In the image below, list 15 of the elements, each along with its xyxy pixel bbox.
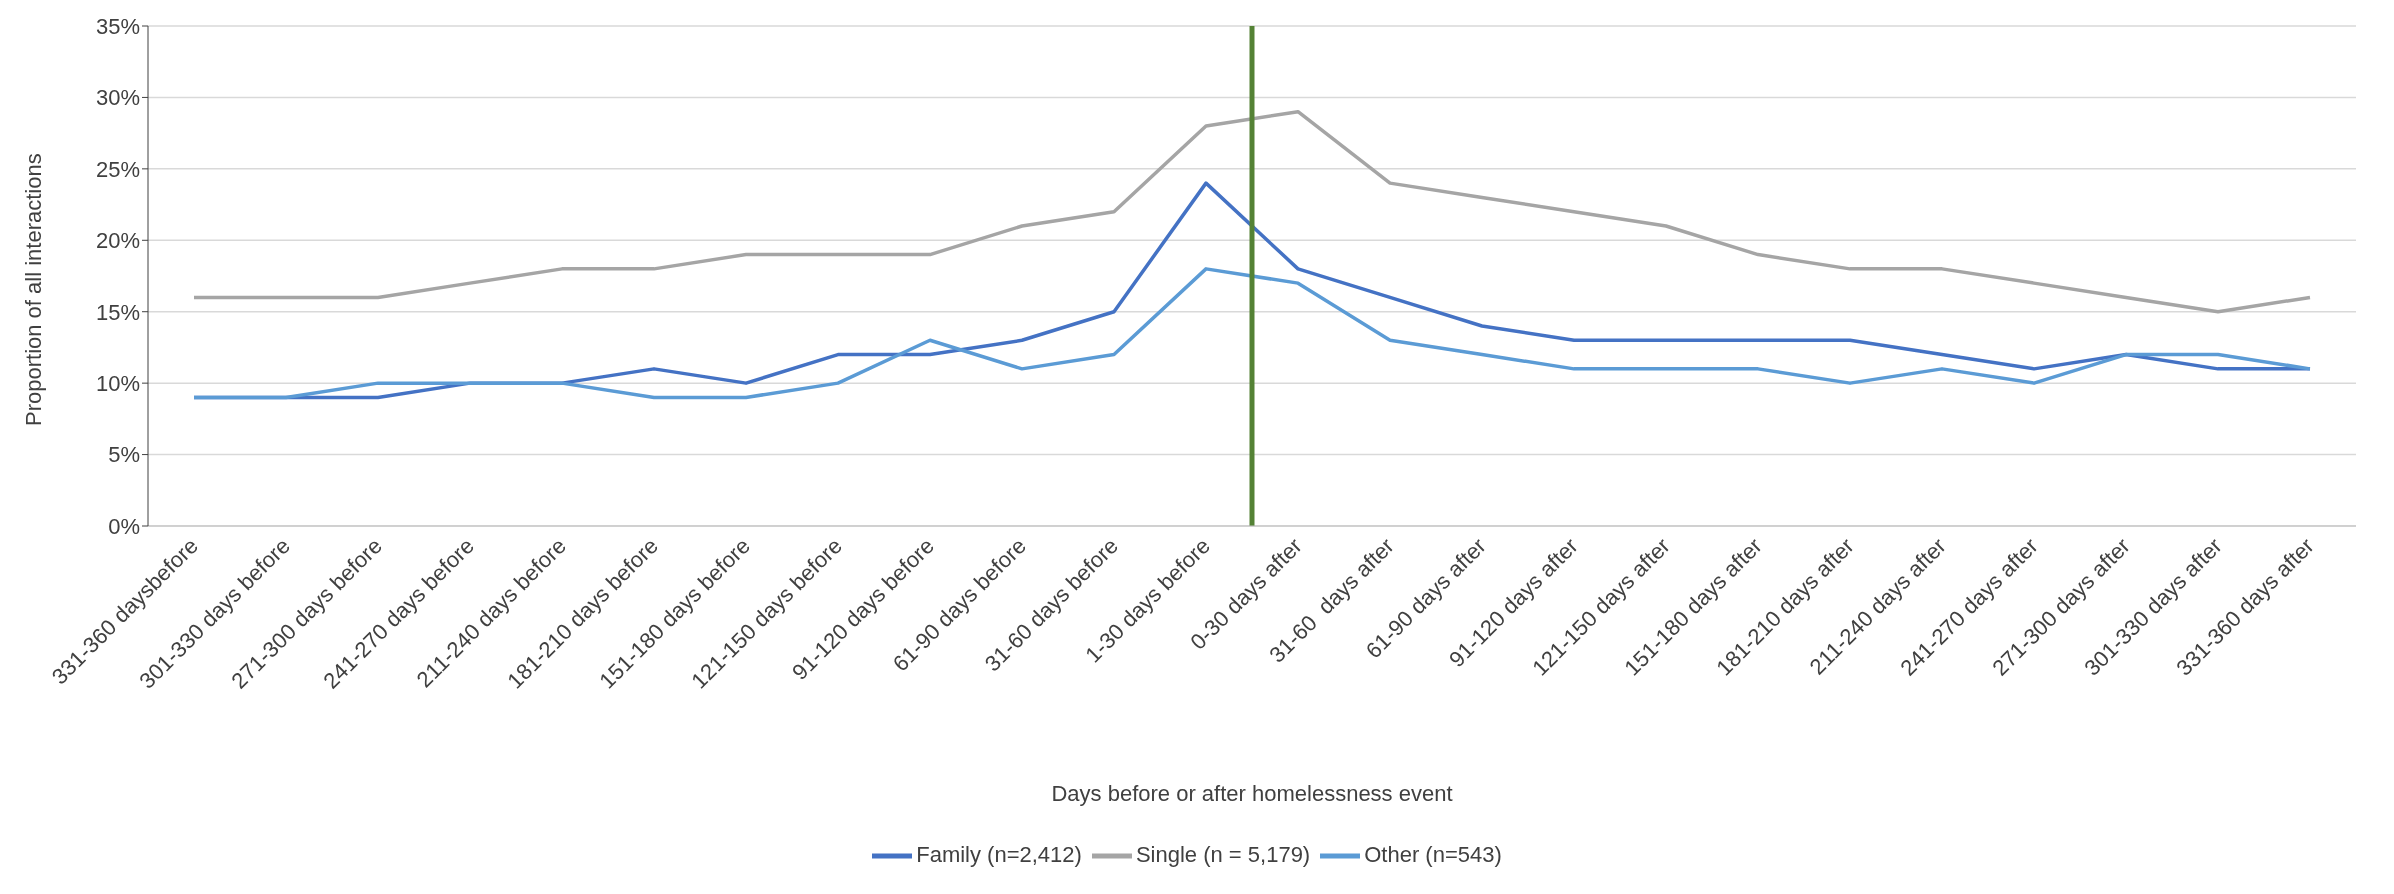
legend-label: Single (n = 5,179) bbox=[1135, 841, 1311, 867]
y-tick-label: 5% bbox=[108, 442, 140, 468]
legend-label: Family (n=2,412) bbox=[916, 841, 1082, 867]
line-series bbox=[192, 267, 2312, 400]
y-tick-label: 10% bbox=[95, 370, 140, 396]
x-axis-title: Days before or after homelessness event bbox=[1051, 781, 1453, 806]
y-tick-label: 20% bbox=[95, 228, 140, 254]
line-series bbox=[192, 109, 2312, 314]
legend-label: Other (n=543) bbox=[1364, 841, 1502, 867]
y-tick-label: 0% bbox=[108, 513, 140, 539]
y-tick-label: 15% bbox=[95, 299, 140, 325]
y-axis-title: Proportion of all interactions bbox=[20, 153, 46, 426]
y-tick-label: 25% bbox=[95, 156, 140, 182]
y-tick-label: 30% bbox=[95, 85, 140, 111]
y-tick-label: 35% bbox=[95, 13, 140, 39]
